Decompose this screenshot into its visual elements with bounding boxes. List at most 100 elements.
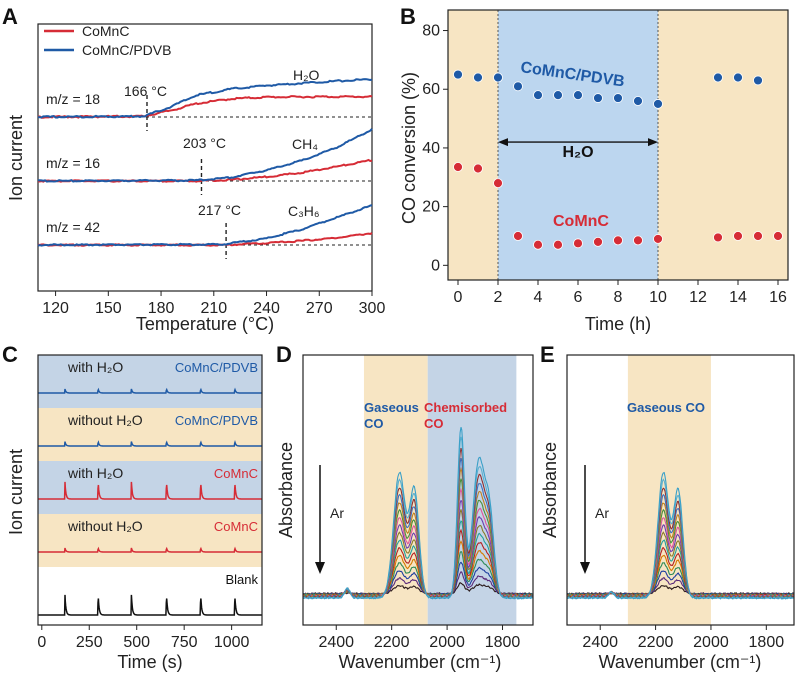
panel-e-y-axis-title: Absorbance <box>540 442 560 538</box>
onset-label-h2o: 166 °C <box>124 83 167 99</box>
point-comnc-0 <box>453 162 463 172</box>
point-comnc-2 <box>493 178 503 189</box>
b-x-tick-label-12: 12 <box>689 289 707 306</box>
point-comncpdvb-0 <box>453 69 463 80</box>
trace-2-comncpdvb <box>37 204 373 247</box>
panel-c-frame <box>37 354 263 626</box>
c-x-tick-label-0: 0 <box>37 634 46 651</box>
point-comnc-15 <box>753 231 763 241</box>
panel-b-background <box>448 10 788 280</box>
row-label-left-1: without H₂O <box>67 412 143 428</box>
panel-e-x-ticks: 2400 2200 2000 1800 <box>582 625 784 651</box>
panel-b-x-axis-title: Time (h) <box>585 314 651 334</box>
panel-e-plot <box>566 471 795 600</box>
panel-a-legend: CoMnC CoMnC/PDVB <box>44 23 171 58</box>
b-x-tick-label-4: 4 <box>534 289 543 306</box>
panel-d-x-ticks: 2400 2200 2000 1800 <box>318 625 520 651</box>
d-x-tick-label-2400: 2400 <box>318 634 354 651</box>
point-comncpdvb-8 <box>613 93 623 103</box>
row-label-left-3: without H₂O <box>67 518 143 534</box>
arrow-head-right <box>648 138 658 147</box>
band-label-gaseous-co-e: Gaseous CO <box>627 400 705 415</box>
a-x-tick-label-120: 120 <box>42 300 69 317</box>
b-y-tick-label-20: 20 <box>422 199 440 216</box>
trace-row-1 <box>38 440 262 447</box>
point-comnc-10 <box>653 234 663 244</box>
point-comncpdvb-13 <box>713 72 723 83</box>
panel-e-ar-label: Ar <box>595 505 609 521</box>
a-x-tick-label-150: 150 <box>95 300 122 317</box>
band-label-gaseous-co-line2: CO <box>364 416 384 431</box>
trace-label-mz16: m/z = 16 <box>46 155 100 171</box>
e-spectrum-9 <box>566 517 794 598</box>
panel-a-x-axis-title: Temperature (°C) <box>136 314 274 334</box>
point-comncpdvb-10 <box>653 99 663 109</box>
h2o-window-label: H₂O <box>562 144 593 161</box>
panel-e-background <box>627 355 711 625</box>
trace-label-mz18: m/z = 18 <box>46 91 100 107</box>
panel-d: D 2400 2200 2000 1800 Wavenumber (cm⁻¹) Abs… <box>276 342 534 672</box>
legend-label-comnc: CoMnC <box>82 23 129 39</box>
c-x-tick-label-500: 500 <box>123 634 150 651</box>
point-comncpdvb-15 <box>753 75 763 86</box>
point-comnc-3 <box>513 231 523 241</box>
panel-b-plot <box>453 69 783 250</box>
trace-row-4 <box>38 594 262 616</box>
a-x-tick-label-180: 180 <box>148 300 175 317</box>
e-spectrum-15 <box>566 471 795 600</box>
panel-d-x-axis-title: Wavenumber (cm⁻¹) <box>339 652 502 672</box>
row-label-left-2: with H₂O <box>67 465 123 481</box>
h2o-window-arrow <box>498 138 658 147</box>
panel-e-x-axis-title: Wavenumber (cm⁻¹) <box>599 652 762 672</box>
b-x-tick-label-8: 8 <box>614 289 623 306</box>
point-comnc-6 <box>573 238 583 249</box>
point-comncpdvb-4 <box>533 90 543 101</box>
b-x-tick-label-16: 16 <box>769 289 787 306</box>
panel-b-label: B <box>400 4 416 29</box>
row-label-right-3: CoMnC <box>214 519 258 534</box>
row-bg-2 <box>38 461 262 514</box>
trace-row-2 <box>38 481 262 500</box>
d-x-tick-label-1800: 1800 <box>485 634 521 651</box>
row-label-left-0: with H₂O <box>67 359 123 375</box>
trace-0-comncpdvb <box>37 78 373 119</box>
d-spectrum-3 <box>302 550 533 596</box>
legend-label-comnc-pdvb: CoMnC/PDVB <box>82 42 171 58</box>
panel-e-frame <box>566 354 795 626</box>
c-x-tick-label-750: 750 <box>171 634 198 651</box>
panel-c-y-axis-title: Ion current <box>6 449 26 535</box>
point-comnc-16 <box>773 231 783 241</box>
b-y-tick-label-60: 60 <box>422 81 440 98</box>
point-comncpdvb-14 <box>733 72 743 83</box>
species-label-ch4: CH₄ <box>292 136 318 152</box>
e-x-tick-label-2200: 2200 <box>638 634 674 651</box>
b-y-tick-label-40: 40 <box>422 140 440 157</box>
panel-d-ar-arrowhead <box>315 562 325 574</box>
trace-1-comncpdvb <box>37 128 373 183</box>
point-comncpdvb-3 <box>513 81 523 92</box>
panel-a-plot <box>37 78 373 259</box>
c-x-tick-label-250: 250 <box>76 634 103 651</box>
point-comnc-9 <box>633 235 643 246</box>
panel-d-y-axis-title: Absorbance <box>276 442 296 538</box>
a-x-tick-label-300: 300 <box>359 300 386 317</box>
b-x-tick-label-2: 2 <box>494 289 503 306</box>
row-label-right-0: CoMnC/PDVB <box>175 360 258 375</box>
panel-d-label: D <box>276 342 292 367</box>
d-spectrum-0 <box>303 581 533 596</box>
band-label-chemisorbed-co-line1: Chemisorbed <box>424 400 507 415</box>
row-label-right-1: CoMnC/PDVB <box>175 413 258 428</box>
species-label-h2o: H₂O <box>293 67 320 83</box>
row-bg-3 <box>38 514 262 567</box>
panel-d-frame <box>302 354 534 626</box>
species-label-c3h6: C₃H₆ <box>288 203 320 219</box>
panel-c-x-axis-title: Time (s) <box>117 652 182 672</box>
point-comnc-1 <box>473 163 483 174</box>
a-x-tick-label-210: 210 <box>200 300 227 317</box>
series-label-comnc: CoMnC <box>553 213 609 230</box>
panel-a-label: A <box>2 4 18 29</box>
point-comnc-4 <box>533 239 543 250</box>
a-x-tick-label-240: 240 <box>253 300 280 317</box>
panel-a-y-axis-title: Ion current <box>6 115 26 201</box>
trace-row-0 <box>38 387 262 394</box>
